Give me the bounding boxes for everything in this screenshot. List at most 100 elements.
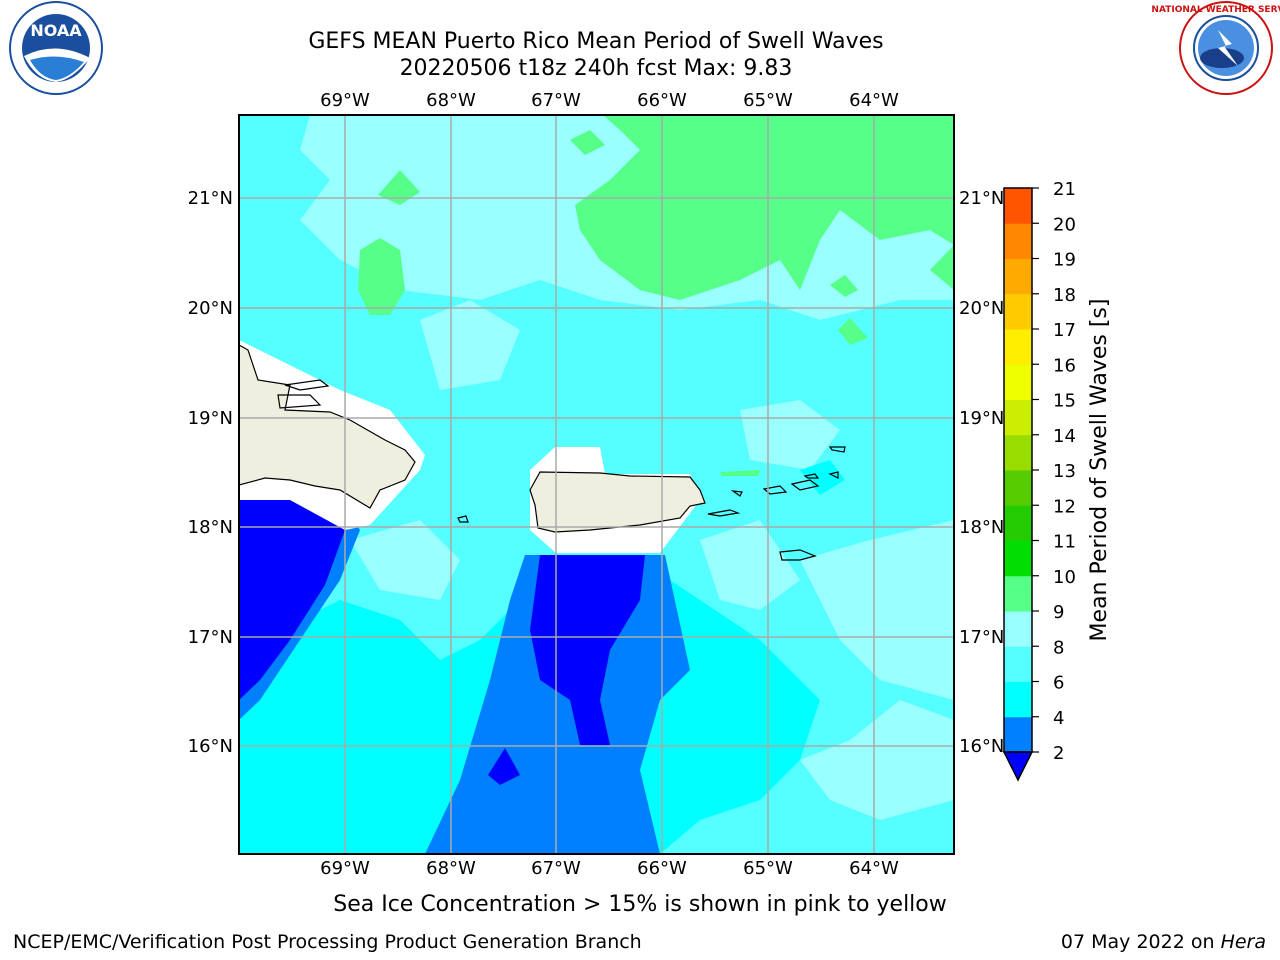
nws-logo: NATIONAL WEATHER SERVICE [1151,1,1280,95]
lon-label-top: 67°W [531,90,581,111]
contour-9-10-patch-7 [720,470,760,476]
colorbar-under-triangle [1002,751,1034,782]
colorbar-tick-label: 15 [1053,391,1076,412]
contour-under-2-patch [488,748,520,785]
lon-label-bottom: 67°W [531,858,581,879]
lat-label-left: 20°N [188,298,233,319]
lon-labels-bottom: 69°W 68°W 67°W 66°W 65°W 64°W [320,858,899,879]
contour-4-6-patch-ne [800,460,845,495]
lon-label-top: 65°W [743,90,793,111]
map-frame [238,114,955,855]
island-vieques [707,509,741,517]
contour-2-4-south [425,555,690,854]
colorbar-swatch [1004,223,1032,259]
contour-9-10-northeast [575,115,954,300]
colorbar-swatch [1004,329,1032,365]
colorbar-label: Mean Period of Swell Waves [s] [1087,299,1112,642]
lon-label-top: 69°W [320,90,370,111]
contour-9-10-patch-5 [830,275,858,297]
noaa-logo: NOAA [9,1,103,95]
colorbar-swatch [1004,716,1032,753]
contour-8-9-patch-c [800,520,954,700]
lon-label-bottom: 69°W [320,858,370,879]
swell-period-field [239,115,954,854]
lat-label-right: 18°N [959,517,1004,538]
colorbar-swatch [1004,575,1032,612]
contour-under-2-west [239,500,345,700]
colorbar-tick-label: 8 [1053,637,1064,658]
colorbar-tick-label: 6 [1053,673,1064,694]
contour-9-10-north-patch [378,170,420,205]
lat-label-right: 21°N [959,188,1004,209]
colorbar-swatch [1004,505,1032,541]
colorbar-tick-label: 14 [1053,426,1076,447]
colorbar: 2 4 6 8 9 10 11 12 13 14 15 16 17 18 19 20 21 Mean Perio… [1002,179,1112,782]
sea-ice-caption: Sea Ice Concentration > 15% is shown in … [333,892,947,917]
colorbar-swatch [1004,611,1032,647]
colorbar-swatch [1004,470,1032,506]
footer-date: 07 May 2022 on Hera [1061,931,1266,953]
lon-label-bottom: 65°W [743,858,793,879]
land-hispaniola [239,344,416,509]
lon-labels-top: 69°W 68°W 67°W 66°W 65°W 64°W [320,90,899,111]
lon-label-top: 64°W [849,90,899,111]
colorbar-tick-label: 21 [1053,179,1076,200]
colorbar-swatch [1004,188,1032,224]
footer-credit: NCEP/EMC/Verification Post Processing Pr… [13,931,642,953]
contour-under-2-south [530,555,645,745]
graticule [239,115,954,854]
colorbar-tick-label: 13 [1053,461,1076,482]
colorbar-swatch [1004,681,1032,718]
chart-title: GEFS MEAN Puerto Rico Mean Period of Swe… [308,29,883,54]
colorbar-tick-label: 10 [1053,567,1076,588]
colorbar-tick-label: 17 [1053,320,1076,341]
colorbar-tick-label: 18 [1053,285,1076,306]
contour-9-10-sw-patch [358,238,405,315]
colorbar-tick-label: 16 [1053,355,1076,376]
lon-label-top: 68°W [426,90,476,111]
lat-label-right: 16°N [959,736,1004,757]
land-hispaniola-bay-outline [277,379,330,409]
lat-label-right: 20°N [959,298,1004,319]
contour-8-9-patch-a [350,520,460,600]
nws-logo-text: NATIONAL WEATHER SERVICE [1151,5,1280,15]
lon-label-bottom: 64°W [849,858,899,879]
colorbar-swatch [1004,646,1032,682]
colorbar-tick-label: 19 [1053,250,1076,271]
colorbar-swatch [1004,258,1032,295]
footer-machine: Hera [1220,931,1266,953]
colorbar-swatch [1004,364,1032,400]
colorbar-swatch [1004,293,1032,330]
colorbar-ticks: 2 4 6 8 9 10 11 12 13 14 15 16 17 18 19 20 21 [1032,179,1076,764]
contour-9-10-patch-4 [930,245,954,290]
colorbar-swatch [1004,434,1032,471]
island-st-croix [779,549,817,561]
lat-label-right: 19°N [959,408,1004,429]
colorbar-tick-label: 11 [1053,532,1076,553]
lat-label-right: 17°N [959,627,1004,648]
colorbar-swatch [1004,540,1032,577]
contour-8-9-patch-b [700,520,800,610]
colorbar-tick-label: 20 [1053,214,1076,235]
lon-label-bottom: 68°W [426,858,476,879]
contour-8-9-patch-d [800,700,954,820]
contour-9-10-patch-6 [838,318,868,345]
contour-8-9-patch-e [420,300,520,390]
colorbar-tick-label: 12 [1053,496,1076,517]
colorbar-swatch [1004,399,1032,436]
map-panel: 69°W 68°W 67°W 66°W 65°W 64°W 69°W 68°W … [188,90,1005,879]
colorbar-swatches [1004,188,1032,753]
contour-9-10-patch-3 [570,130,605,155]
colorbar-tick-label: 9 [1053,602,1064,623]
island-virgin-islands [730,446,846,497]
chart-subtitle: 20220506 t18z 240h fcst Max: 9.83 [400,56,793,81]
lat-label-left: 16°N [188,736,233,757]
lat-label-left: 19°N [188,408,233,429]
footer-date-text: 07 May 2022 on [1060,931,1215,953]
lat-label-left: 18°N [188,517,233,538]
lon-label-bottom: 66°W [637,858,687,879]
island-mona [457,515,469,523]
lon-label-top: 66°W [637,90,687,111]
lat-label-left: 21°N [188,188,233,209]
